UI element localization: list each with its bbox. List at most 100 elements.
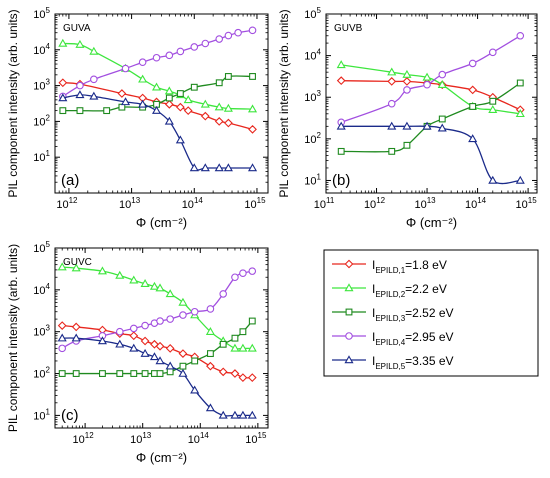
panel-label: (c): [61, 407, 79, 424]
data-point-1: [206, 361, 215, 371]
data-point-4: [90, 75, 98, 84]
y-tick-label: 104: [33, 42, 50, 57]
data-point-3: [99, 370, 106, 377]
data-point-5: [164, 116, 174, 125]
data-point-1: [155, 341, 165, 351]
data-point-2: [336, 60, 346, 69]
data-point-1: [200, 111, 210, 121]
y-tick-label: 105: [33, 6, 50, 21]
data-point-5: [71, 333, 81, 342]
data-point-1: [214, 117, 224, 126]
data-point-1: [175, 102, 185, 112]
legend-label: IEPILD,5=3.35 eV: [372, 354, 454, 371]
legend-entry-2: IEPILD,2=2.2 eV: [332, 282, 447, 299]
data-point-3: [190, 83, 198, 91]
data-point-2: [230, 343, 240, 352]
data-point-2: [238, 343, 248, 352]
data-point-5: [218, 410, 228, 419]
x-axis-label: Φ (cm⁻²): [136, 450, 187, 465]
data-point-1: [387, 77, 397, 86]
data-point-3: [215, 79, 223, 87]
data-point-2: [97, 266, 107, 275]
data-point-2: [165, 289, 175, 298]
data-point-2: [89, 46, 99, 55]
data-point-2: [129, 275, 139, 284]
x-tick-label: 1013: [130, 431, 152, 446]
legend-marker: [344, 283, 354, 292]
legend: IEPILD,1=1.8 eV IEPILD,2=2.2 eV IEPILD,3=2…: [323, 249, 539, 377]
panel-guvb: 1011 1012 1013 1014 1015 101 102 103 104 105 GUVB (…: [277, 6, 538, 230]
data-point-1: [402, 77, 412, 86]
panels: 1012 1013 1014 1015 101 102 103 104 105 GUVA (a) Φ …: [6, 6, 538, 465]
data-point-3: [469, 103, 477, 110]
data-point-2: [115, 270, 125, 279]
data-point-3: [248, 317, 256, 325]
y-tick-label: 104: [33, 282, 50, 297]
y-tick-label: 101: [33, 407, 50, 422]
data-point-5: [437, 123, 447, 132]
data-point-5: [247, 410, 257, 419]
y-axis-label: PIL component intensity (arb. units): [6, 244, 20, 432]
data-point-3: [219, 340, 227, 348]
x-tick-label: 1015: [516, 196, 538, 211]
y-tick-label: 101: [304, 172, 321, 187]
data-point-1: [183, 106, 193, 116]
data-point-3: [141, 370, 149, 377]
legend-marker: [344, 259, 354, 269]
data-point-3: [130, 370, 138, 377]
x-axis-label: Φ (cm⁻²): [136, 215, 187, 230]
data-point-4: [156, 317, 164, 325]
data-point-4: [165, 51, 174, 60]
data-point-4: [206, 305, 215, 313]
panel-guvc: 1012 1013 1014 1015 101 102 103 104 105 GUVC (c) Φ …: [6, 240, 269, 465]
data-point-3: [116, 370, 124, 377]
data-point-5: [151, 105, 162, 114]
series-group: [58, 26, 258, 172]
data-point-2: [178, 297, 188, 306]
data-point-2: [205, 326, 215, 335]
data-point-3: [224, 73, 232, 80]
legend-label: IEPILD,1=1.8 eV: [372, 258, 447, 275]
data-point-3: [337, 147, 345, 155]
data-point-4: [219, 290, 227, 298]
legend-label: IEPILD,4=2.95 eV: [372, 330, 454, 347]
data-point-4: [248, 26, 257, 35]
data-point-2: [57, 262, 67, 271]
data-point-2: [149, 281, 159, 290]
data-point-4: [138, 58, 147, 67]
panel-title: GUVB: [334, 23, 363, 34]
data-point-4: [387, 99, 396, 108]
data-point-3: [489, 97, 497, 105]
data-point-5: [129, 343, 139, 352]
y-tick-label: 103: [304, 89, 321, 104]
data-point-4: [516, 31, 525, 40]
x-tick-label: 1012: [73, 431, 95, 446]
series-line-3: [62, 320, 253, 375]
data-point-2: [214, 102, 224, 111]
data-point-1: [224, 118, 233, 128]
data-point-1: [117, 89, 127, 98]
data-point-5: [336, 121, 346, 130]
data-point-1: [165, 343, 175, 353]
data-point-5: [75, 90, 85, 99]
data-point-1: [230, 369, 240, 378]
data-point-5: [488, 175, 498, 184]
data-point-4: [76, 81, 84, 90]
series-line-4: [61, 270, 253, 349]
data-point-3: [191, 357, 199, 365]
data-point-5: [155, 356, 165, 365]
data-point-5: [89, 91, 99, 100]
data-point-1: [218, 367, 228, 377]
data-point-5: [57, 333, 67, 342]
x-tick-label: 1015: [244, 196, 266, 211]
data-point-4: [231, 273, 239, 282]
data-point-4: [234, 28, 242, 37]
data-point-1: [129, 331, 139, 341]
data-point-1: [164, 99, 174, 109]
data-point-1: [468, 85, 478, 95]
data-point-5: [190, 385, 200, 394]
data-point-3: [206, 350, 214, 358]
data-point-5: [422, 121, 432, 130]
data-point-3: [176, 90, 184, 97]
